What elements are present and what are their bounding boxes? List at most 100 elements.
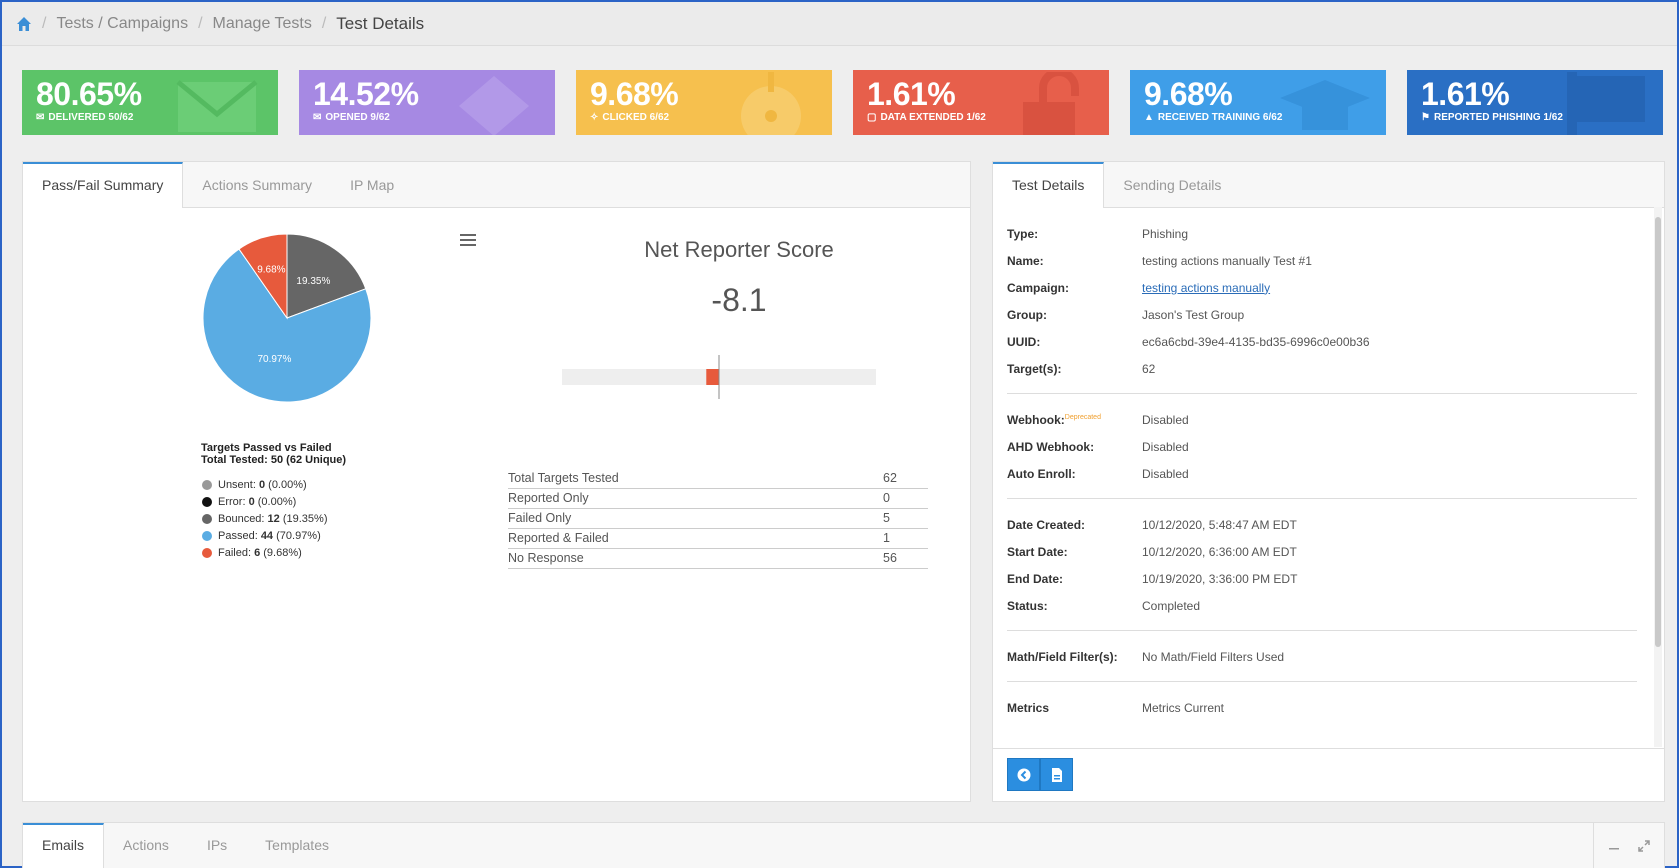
nrs-row-label: No Response: [508, 548, 883, 569]
nrs-row-label: Total Targets Tested: [508, 468, 883, 489]
breadcrumb-manage-tests[interactable]: Manage Tests: [212, 14, 312, 32]
back-button[interactable]: [1007, 758, 1040, 791]
detail-ahd-webhook: AHD Webhook: Disabled: [1007, 439, 1189, 454]
nrs-value: -8.1: [711, 282, 767, 318]
pie-slice-bounced[interactable]: [286, 233, 367, 319]
kpi-received-training[interactable]: 9.68% ▲ RECEIVED TRAINING 6/62: [1130, 70, 1386, 135]
legend-item-passed[interactable]: Passed: 44 (70.97%): [202, 527, 328, 544]
expand-icon[interactable]: [1638, 840, 1650, 852]
crosshair-icon: [741, 72, 801, 135]
nrs-row: Reported & Failed 1: [508, 528, 928, 549]
legend-name: Error:: [218, 495, 249, 508]
campaign-link[interactable]: testing actions manually: [1142, 280, 1271, 295]
legend-dot: [202, 513, 212, 524]
chart-subtitle: Total Tested: 50 (62 Unique): [201, 454, 347, 466]
legend-name: Failed:: [218, 546, 255, 559]
envelope-open-icon: [459, 76, 529, 135]
minimize-icon[interactable]: [1608, 840, 1620, 852]
group-link[interactable]: Jason's Test Group: [1142, 307, 1245, 322]
detail-date-created: Date Created: 10/12/2020, 5:48:47 AM EDT: [1007, 517, 1297, 532]
panel-controls: [1593, 823, 1664, 868]
flag-icon: ⚑: [1421, 112, 1430, 123]
tab-actions[interactable]: Actions: [123, 837, 169, 853]
chart-menu-icon[interactable]: [460, 234, 476, 248]
legend-item-bounced[interactable]: Bounced: 12 (19.35%): [202, 510, 328, 527]
chart-title: Targets Passed vs Failed: [201, 442, 332, 454]
kpi-reported-phishing[interactable]: 1.61% ⚑ REPORTED PHISHING 1/62: [1407, 70, 1663, 135]
legend-pct: (19.35%): [279, 512, 328, 525]
pie-data-label: 9.68%: [257, 264, 285, 275]
details-scroll-area[interactable]: Type: Phishing Name: testing actions manua…: [993, 208, 1653, 748]
home-icon[interactable]: [16, 16, 32, 32]
export-document-button[interactable]: [1040, 758, 1073, 791]
legend-name: Bounced:: [218, 512, 268, 525]
details-tabs: Test Details Sending Details: [993, 162, 1664, 208]
envelope-icon: [176, 80, 258, 132]
detail-webhook: Webhook:Deprecated Disabled: [1007, 412, 1189, 427]
kpi-clicked[interactable]: 9.68% ✧ CLICKED 6/62: [576, 70, 832, 135]
divider: [1007, 681, 1637, 682]
tab-emails[interactable]: Emails: [23, 823, 105, 868]
envelope-icon: ✉: [36, 112, 45, 123]
nrs-row-label: Failed Only: [508, 508, 883, 529]
pie-data-label: 70.97%: [257, 354, 291, 365]
scrollbar-thumb[interactable]: [1655, 217, 1661, 647]
details-scrollbar[interactable]: [1654, 207, 1662, 747]
nrs-row-value: 1: [883, 528, 928, 549]
tab-pass-fail-summary[interactable]: Pass/Fail Summary: [23, 162, 184, 208]
kpi-opened[interactable]: 14.52% ✉ OPENED 9/62: [299, 70, 555, 135]
detail-start-date: Start Date: 10/12/2020, 6:36:00 AM EDT: [1007, 544, 1297, 559]
legend-count: 0: [248, 495, 255, 508]
kpi-value: 80.65%: [36, 76, 142, 112]
kpi-label: RECEIVED TRAINING 6/62: [1157, 112, 1283, 123]
kpi-value: 14.52%: [313, 76, 419, 112]
nrs-row-value: 62: [883, 468, 928, 489]
nrs-row: No Response 56: [508, 548, 928, 569]
nrs-row-value: 5: [883, 508, 928, 529]
page-title: Test Details: [336, 13, 425, 33]
tab-test-details[interactable]: Test Details: [993, 162, 1105, 208]
divider: [1007, 630, 1637, 631]
nrs-row: Reported Only 0: [508, 488, 928, 509]
breadcrumb-tests-campaigns[interactable]: Tests / Campaigns: [56, 14, 189, 32]
divider: [1007, 498, 1637, 499]
document-icon: [1051, 767, 1062, 782]
chart-legend: Unsent: 0 (0.00%) Error: 0 (0.00%) Bounced…: [202, 476, 328, 561]
detail-auto-enroll: Auto Enroll: Disabled: [1007, 466, 1189, 481]
legend-dot: [202, 547, 212, 558]
kpi-data-extended[interactable]: 1.61% ▢ DATA EXTENDED 1/62: [853, 70, 1109, 135]
detail-type: Type: Phishing: [1007, 226, 1189, 241]
legend-pct: (0.00%): [254, 495, 297, 508]
legend-item-unsent[interactable]: Unsent: 0 (0.00%): [202, 476, 328, 493]
detail-metrics: Metrics Metrics Current: [1007, 700, 1225, 715]
details-list: Type: Phishing Name: testing actions manua…: [1007, 220, 1637, 721]
unlock-icon: ▢: [867, 112, 877, 123]
detail-status: Status: Completed: [1007, 598, 1201, 613]
pass-fail-pie-chart: 19.35% 70.97% 9.68%: [202, 233, 372, 403]
summary-tabs: Pass/Fail Summary Actions Summary IP Map: [23, 162, 970, 208]
nrs-row: Failed Only 5: [508, 508, 928, 529]
legend-count: 6: [254, 546, 261, 559]
tab-actions-summary[interactable]: Actions Summary: [202, 177, 313, 193]
legend-item-failed[interactable]: Failed: 6 (9.68%): [202, 544, 328, 561]
kpi-value: 9.68%: [1144, 76, 1233, 112]
graduation-cap-icon: [1280, 80, 1370, 130]
tab-ip-map[interactable]: IP Map: [350, 177, 395, 193]
chevron-left-circle-icon: [1017, 768, 1030, 781]
tab-sending-details[interactable]: Sending Details: [1123, 177, 1222, 193]
pie-data-label: 19.35%: [296, 276, 330, 287]
pie-slice-passed[interactable]: [202, 248, 372, 403]
legend-item-error[interactable]: Error: 0 (0.00%): [202, 493, 328, 510]
kpi-label: REPORTED PHISHING 1/62: [1433, 112, 1563, 123]
tab-templates[interactable]: Templates: [265, 837, 329, 853]
kpi-value: 1.61%: [867, 76, 956, 112]
kpi-label: OPENED 9/62: [325, 112, 390, 123]
tab-ips[interactable]: IPs: [206, 837, 228, 853]
kpi-delivered[interactable]: 80.65% ✉ DELIVERED 50/62: [22, 70, 278, 135]
legend-name: Passed:: [218, 529, 261, 542]
nrs-table: Total Targets Tested 62 Reported Only 0 Fail…: [508, 468, 928, 569]
nrs-gauge: [562, 355, 876, 399]
pie-slice-failed[interactable]: [238, 233, 288, 320]
breadcrumb: / Tests / Campaigns / Manage Tests / Tes…: [2, 2, 1677, 46]
legend-dot: [202, 530, 212, 541]
